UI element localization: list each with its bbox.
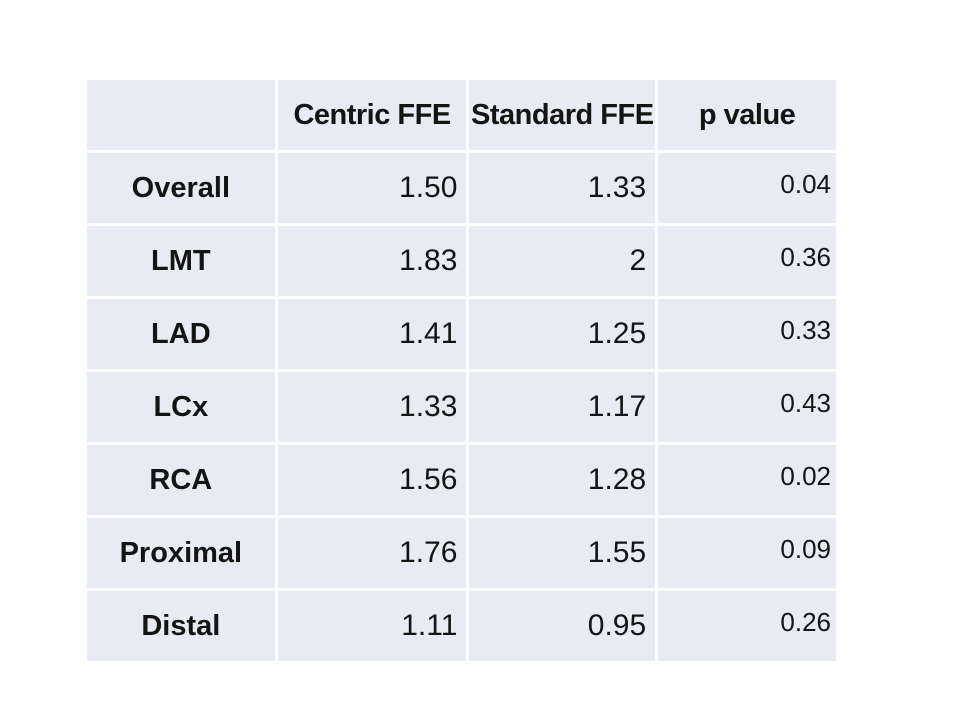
corner-header-cell	[87, 80, 275, 150]
table-row-lad: LAD 1.41 1.25 0.33	[87, 299, 836, 369]
standard-ffe-value: 2	[469, 226, 656, 296]
row-label: Distal	[87, 591, 275, 661]
centric-ffe-value: 1.50	[277, 153, 467, 223]
column-header-centric-ffe: Centric FFE	[277, 80, 467, 150]
standard-ffe-value: 1.33	[469, 153, 656, 223]
centric-ffe-value: 1.83	[277, 226, 467, 296]
row-label: Overall	[87, 153, 275, 223]
p-value: 0.36	[658, 226, 836, 296]
centric-ffe-value: 1.33	[277, 372, 467, 442]
centric-ffe-value: 1.76	[277, 518, 467, 588]
table-row-rca: RCA 1.56 1.28 0.02	[87, 445, 836, 515]
standard-ffe-value: 1.28	[469, 445, 656, 515]
standard-ffe-value: 1.17	[469, 372, 656, 442]
standard-ffe-value: 1.55	[469, 518, 656, 588]
table-row-lcx: LCx 1.33 1.17 0.43	[87, 372, 836, 442]
standard-ffe-value: 0.95	[469, 591, 656, 661]
centric-ffe-value: 1.41	[277, 299, 467, 369]
centric-ffe-value: 1.11	[277, 591, 467, 661]
row-label: Proximal	[87, 518, 275, 588]
p-value: 0.09	[658, 518, 836, 588]
table-header-row: Centric FFE Standard FFE p value	[87, 80, 836, 150]
centric-ffe-value: 1.56	[277, 445, 467, 515]
table-row-lmt: LMT 1.83 2 0.36	[87, 226, 836, 296]
column-header-standard-ffe: Standard FFE	[469, 80, 656, 150]
row-label: LMT	[87, 226, 275, 296]
row-label: LAD	[87, 299, 275, 369]
table-row-proximal: Proximal 1.76 1.55 0.09	[87, 518, 836, 588]
standard-ffe-value: 1.25	[469, 299, 656, 369]
table-row-distal: Distal 1.11 0.95 0.26	[87, 591, 836, 661]
p-value: 0.04	[658, 153, 836, 223]
row-label: RCA	[87, 445, 275, 515]
row-label: LCx	[87, 372, 275, 442]
p-value: 0.02	[658, 445, 836, 515]
p-value: 0.33	[658, 299, 836, 369]
ffe-comparison-table: Centric FFE Standard FFE p value Overall…	[87, 80, 836, 661]
p-value: 0.26	[658, 591, 836, 661]
p-value: 0.43	[658, 372, 836, 442]
column-header-p-value: p value	[658, 80, 836, 150]
table-row-overall: Overall 1.50 1.33 0.04	[87, 153, 836, 223]
